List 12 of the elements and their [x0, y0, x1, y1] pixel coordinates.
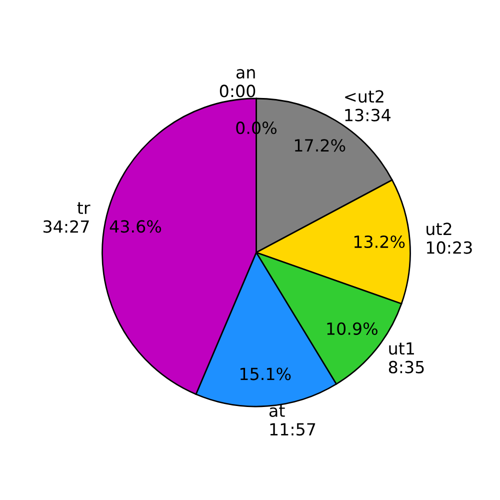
- data-label: 43.6%: [110, 220, 162, 233]
- slice-label: at 11:57: [269, 405, 316, 436]
- text: 0.0%: [236, 122, 276, 134]
- data-label: 15.1%: [240, 368, 291, 380]
- category-label: an 0:00: [220, 69, 256, 98]
- slice-label: <ut2 13:34: [345, 90, 390, 122]
- slice-label: ut1 8:35: [388, 342, 424, 374]
- data-label: 13.2%: [354, 235, 405, 248]
- data-label: 17.2%: [294, 139, 346, 152]
- slice-label: tr 34:27: [44, 202, 90, 233]
- data-label: 10.9%: [327, 322, 378, 335]
- slice-label: ut2 10:23: [426, 222, 472, 254]
